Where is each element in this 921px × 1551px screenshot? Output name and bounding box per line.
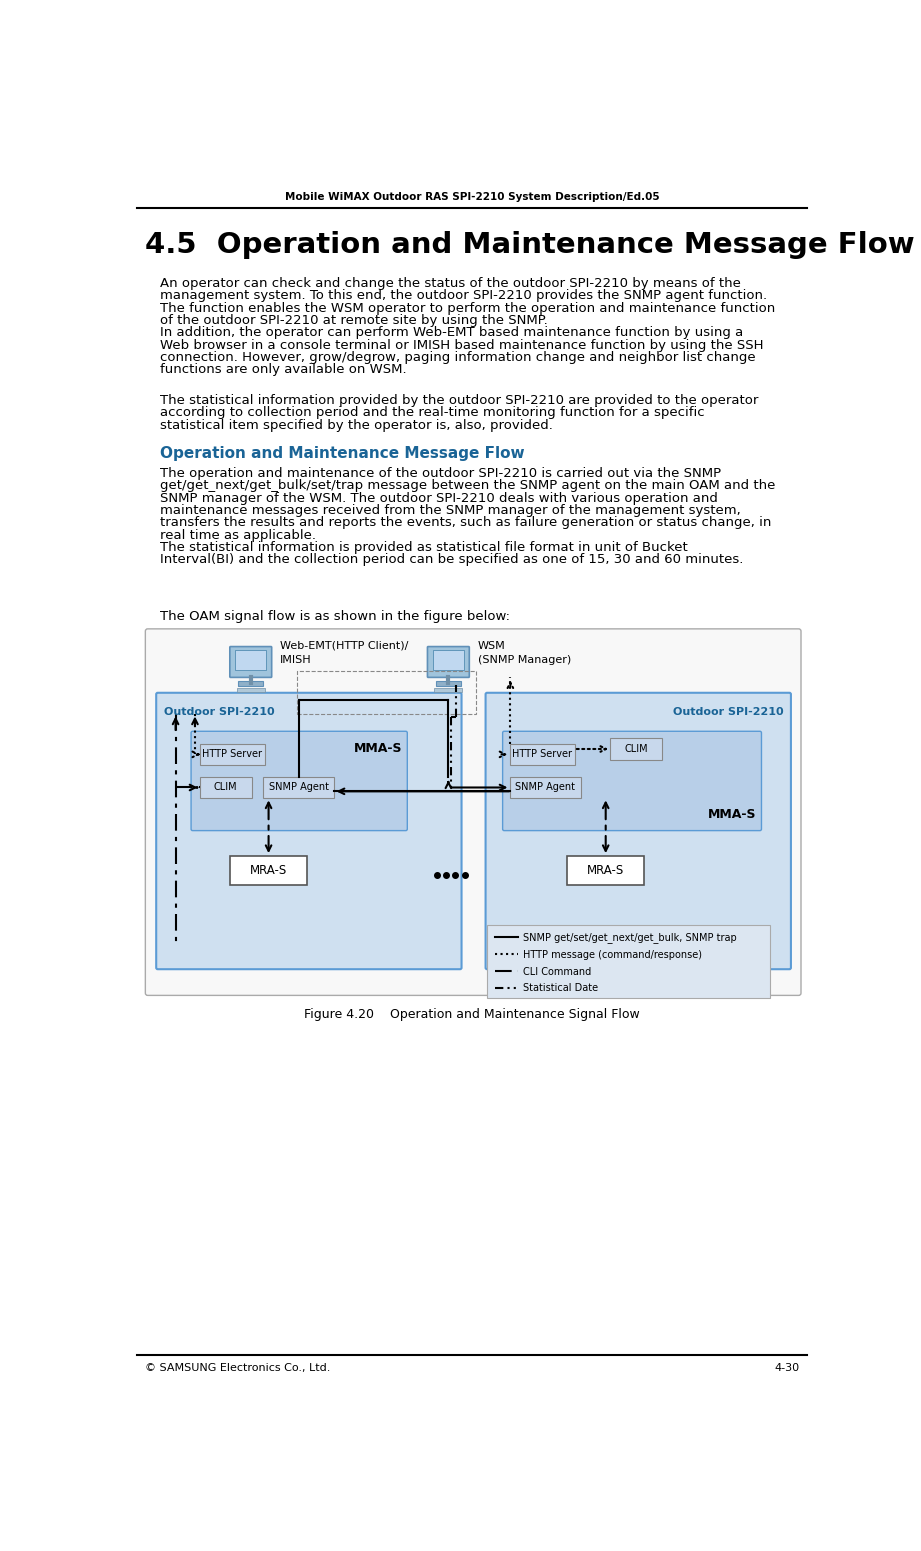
- Bar: [237, 689, 264, 692]
- Text: HTTP Server: HTTP Server: [512, 749, 572, 760]
- Text: Figure 4.20    Operation and Maintenance Signal Flow: Figure 4.20 Operation and Maintenance Si…: [304, 1008, 639, 1022]
- Text: connection. However, grow/degrow, paging information change and neighbor list ch: connection. However, grow/degrow, paging…: [160, 351, 756, 364]
- Text: SNMP get/set/get_next/get_bulk, SNMP trap: SNMP get/set/get_next/get_bulk, SNMP tra…: [523, 932, 737, 943]
- FancyBboxPatch shape: [191, 731, 407, 831]
- Text: The statistical information is provided as statistical file format in unit of Bu: The statistical information is provided …: [160, 541, 688, 554]
- Bar: [230, 856, 308, 886]
- Text: HTTP message (command/response): HTTP message (command/response): [523, 949, 702, 960]
- Text: functions are only available on WSM.: functions are only available on WSM.: [160, 363, 407, 377]
- Text: 4-30: 4-30: [775, 1363, 799, 1373]
- Text: In addition, the operator can perform Web-EMT based maintenance function by usin: In addition, the operator can perform We…: [160, 326, 743, 340]
- Text: CLI Command: CLI Command: [523, 966, 591, 977]
- Bar: [436, 681, 460, 686]
- Text: An operator can check and change the status of the outdoor SPI-2210 by means of : An operator can check and change the sta…: [160, 278, 741, 290]
- Bar: [297, 672, 475, 713]
- FancyBboxPatch shape: [427, 647, 470, 678]
- FancyBboxPatch shape: [230, 647, 272, 678]
- Text: SNMP Agent: SNMP Agent: [269, 783, 329, 793]
- Text: MRA-S: MRA-S: [587, 864, 624, 878]
- Text: Mobile WiMAX Outdoor RAS SPI-2210 System Description/Ed.05: Mobile WiMAX Outdoor RAS SPI-2210 System…: [285, 192, 659, 202]
- Bar: [433, 650, 464, 670]
- Text: Web browser in a console terminal or IMISH based maintenance function by using t: Web browser in a console terminal or IMI…: [160, 338, 764, 352]
- FancyBboxPatch shape: [146, 628, 801, 996]
- Text: © SAMSUNG Electronics Co., Ltd.: © SAMSUNG Electronics Co., Ltd.: [145, 1363, 330, 1373]
- Text: CLIM: CLIM: [214, 783, 238, 793]
- Text: The OAM signal flow is as shown in the figure below:: The OAM signal flow is as shown in the f…: [160, 610, 510, 622]
- Text: SNMP manager of the WSM. The outdoor SPI-2210 deals with various operation and: SNMP manager of the WSM. The outdoor SPI…: [160, 492, 718, 504]
- Text: statistical item specified by the operator is, also, provided.: statistical item specified by the operat…: [160, 419, 553, 431]
- Text: real time as applicable.: real time as applicable.: [160, 529, 316, 541]
- Text: maintenance messages received from the SNMP manager of the management system,: maintenance messages received from the S…: [160, 504, 740, 516]
- Text: MRA-S: MRA-S: [250, 864, 287, 878]
- FancyBboxPatch shape: [200, 743, 264, 765]
- Bar: [487, 926, 770, 999]
- FancyBboxPatch shape: [509, 777, 581, 799]
- FancyBboxPatch shape: [611, 738, 662, 760]
- FancyBboxPatch shape: [509, 743, 575, 765]
- Text: Operation and Maintenance Message Flow: Operation and Maintenance Message Flow: [160, 445, 525, 461]
- Bar: [567, 856, 645, 886]
- Text: WSM
(SNMP Manager): WSM (SNMP Manager): [478, 641, 571, 665]
- Text: SNMP Agent: SNMP Agent: [515, 783, 576, 793]
- FancyBboxPatch shape: [200, 777, 251, 799]
- Text: Interval(BI) and the collection period can be specified as one of 15, 30 and 60 : Interval(BI) and the collection period c…: [160, 554, 743, 566]
- FancyBboxPatch shape: [503, 731, 762, 831]
- Text: 4.5  Operation and Maintenance Message Flow: 4.5 Operation and Maintenance Message Fl…: [145, 231, 915, 259]
- Text: Outdoor SPI-2210: Outdoor SPI-2210: [672, 707, 783, 717]
- FancyBboxPatch shape: [157, 693, 461, 969]
- Bar: [235, 650, 266, 670]
- Text: Outdoor SPI-2210: Outdoor SPI-2210: [164, 707, 274, 717]
- Text: Web-EMT(HTTP Client)/
IMISH: Web-EMT(HTTP Client)/ IMISH: [280, 641, 409, 665]
- Bar: [239, 681, 263, 686]
- FancyBboxPatch shape: [485, 693, 791, 969]
- Text: according to collection period and the real-time monitoring function for a speci: according to collection period and the r…: [160, 406, 705, 419]
- Text: MMA-S: MMA-S: [707, 808, 756, 822]
- Text: MMA-S: MMA-S: [354, 741, 402, 755]
- Text: The function enables the WSM operator to perform the operation and maintenance f: The function enables the WSM operator to…: [160, 301, 775, 315]
- Text: get/get_next/get_bulk/set/trap message between the SNMP agent on the main OAM an: get/get_next/get_bulk/set/trap message b…: [160, 479, 775, 493]
- Text: HTTP Server: HTTP Server: [202, 749, 262, 760]
- Text: of the outdoor SPI-2210 at remote site by using the SNMP.: of the outdoor SPI-2210 at remote site b…: [160, 313, 548, 327]
- FancyBboxPatch shape: [263, 777, 334, 799]
- Bar: [435, 689, 462, 692]
- Text: transfers the results and reports the events, such as failure generation or stat: transfers the results and reports the ev…: [160, 516, 772, 529]
- Text: The operation and maintenance of the outdoor SPI-2210 is carried out via the SNM: The operation and maintenance of the out…: [160, 467, 721, 481]
- Text: The statistical information provided by the outdoor SPI-2210 are provided to the: The statistical information provided by …: [160, 394, 759, 406]
- Text: management system. To this end, the outdoor SPI-2210 provides the SNMP agent fun: management system. To this end, the outd…: [160, 290, 767, 302]
- Text: CLIM: CLIM: [624, 744, 648, 754]
- Text: Statistical Date: Statistical Date: [523, 983, 598, 994]
